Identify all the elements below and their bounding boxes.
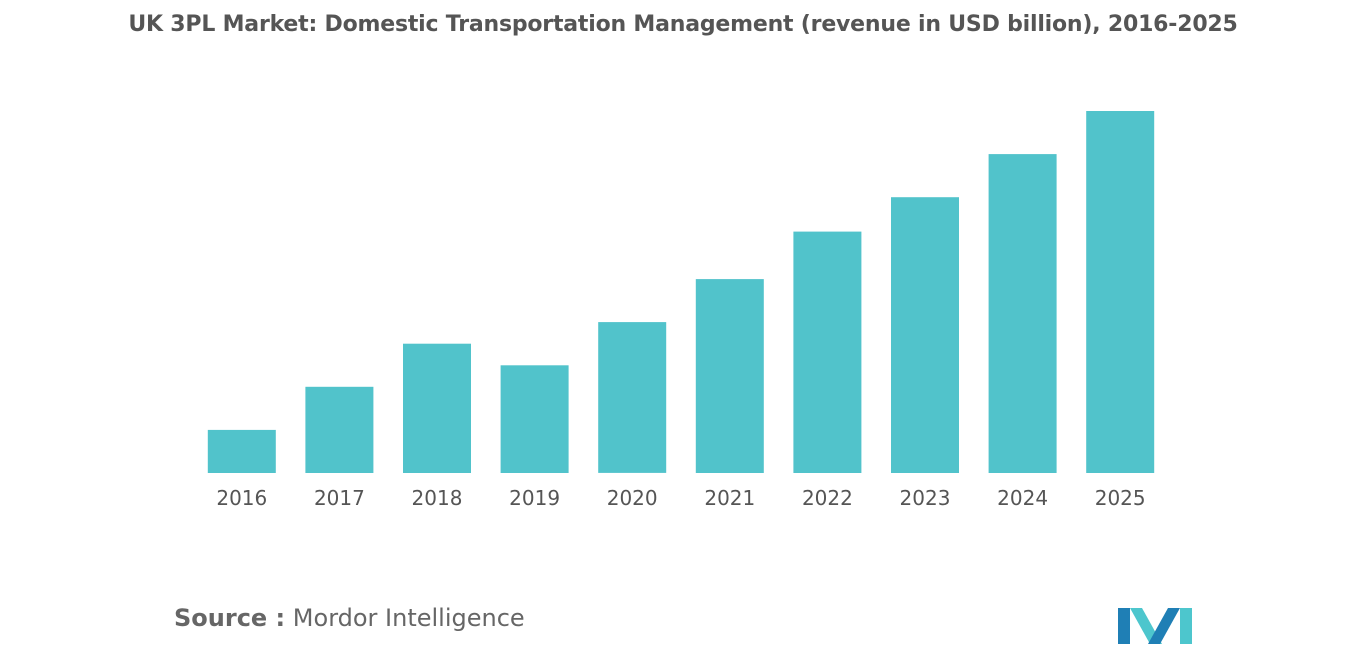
source-note: Source : Mordor Intelligence xyxy=(174,604,525,632)
bar-2020 xyxy=(598,322,667,473)
chart-title: UK 3PL Market: Domestic Transportation M… xyxy=(128,12,1238,37)
bar-2017 xyxy=(305,386,374,473)
logo-left-leg xyxy=(1118,608,1130,644)
bar-2018 xyxy=(403,343,471,473)
x-tick-label-2018: 2018 xyxy=(412,486,463,510)
x-tick-label-2021: 2021 xyxy=(704,486,755,510)
mordor-intelligence-logo-icon xyxy=(1118,608,1192,644)
x-tick-label-2016: 2016 xyxy=(216,486,267,510)
bar-2016 xyxy=(207,429,276,473)
x-tick-label-2019: 2019 xyxy=(509,486,560,510)
source-name: Mordor Intelligence xyxy=(292,604,525,632)
logo-right-leg xyxy=(1180,608,1192,644)
bar-2024 xyxy=(988,154,1057,473)
bar-2019 xyxy=(500,365,569,473)
bar-2021 xyxy=(695,279,764,473)
x-tick-label-2025: 2025 xyxy=(1095,486,1146,510)
bar-2025 xyxy=(1086,111,1155,473)
bar-2022 xyxy=(793,231,862,473)
source-prefix: Source : xyxy=(174,604,286,632)
x-axis-tick-labels: 2016 2017 2018 2019 2020 2021 2022 2023 2024 2025 xyxy=(216,486,1145,510)
x-tick-label-2020: 2020 xyxy=(607,486,658,510)
x-tick-label-2023: 2023 xyxy=(900,486,951,510)
bar-2023 xyxy=(891,197,959,473)
x-tick-label-2024: 2024 xyxy=(997,486,1048,510)
x-tick-label-2022: 2022 xyxy=(802,486,853,510)
logo-right-diagonal xyxy=(1148,608,1180,644)
x-tick-label-2017: 2017 xyxy=(314,486,365,510)
bars-group xyxy=(207,111,1155,473)
